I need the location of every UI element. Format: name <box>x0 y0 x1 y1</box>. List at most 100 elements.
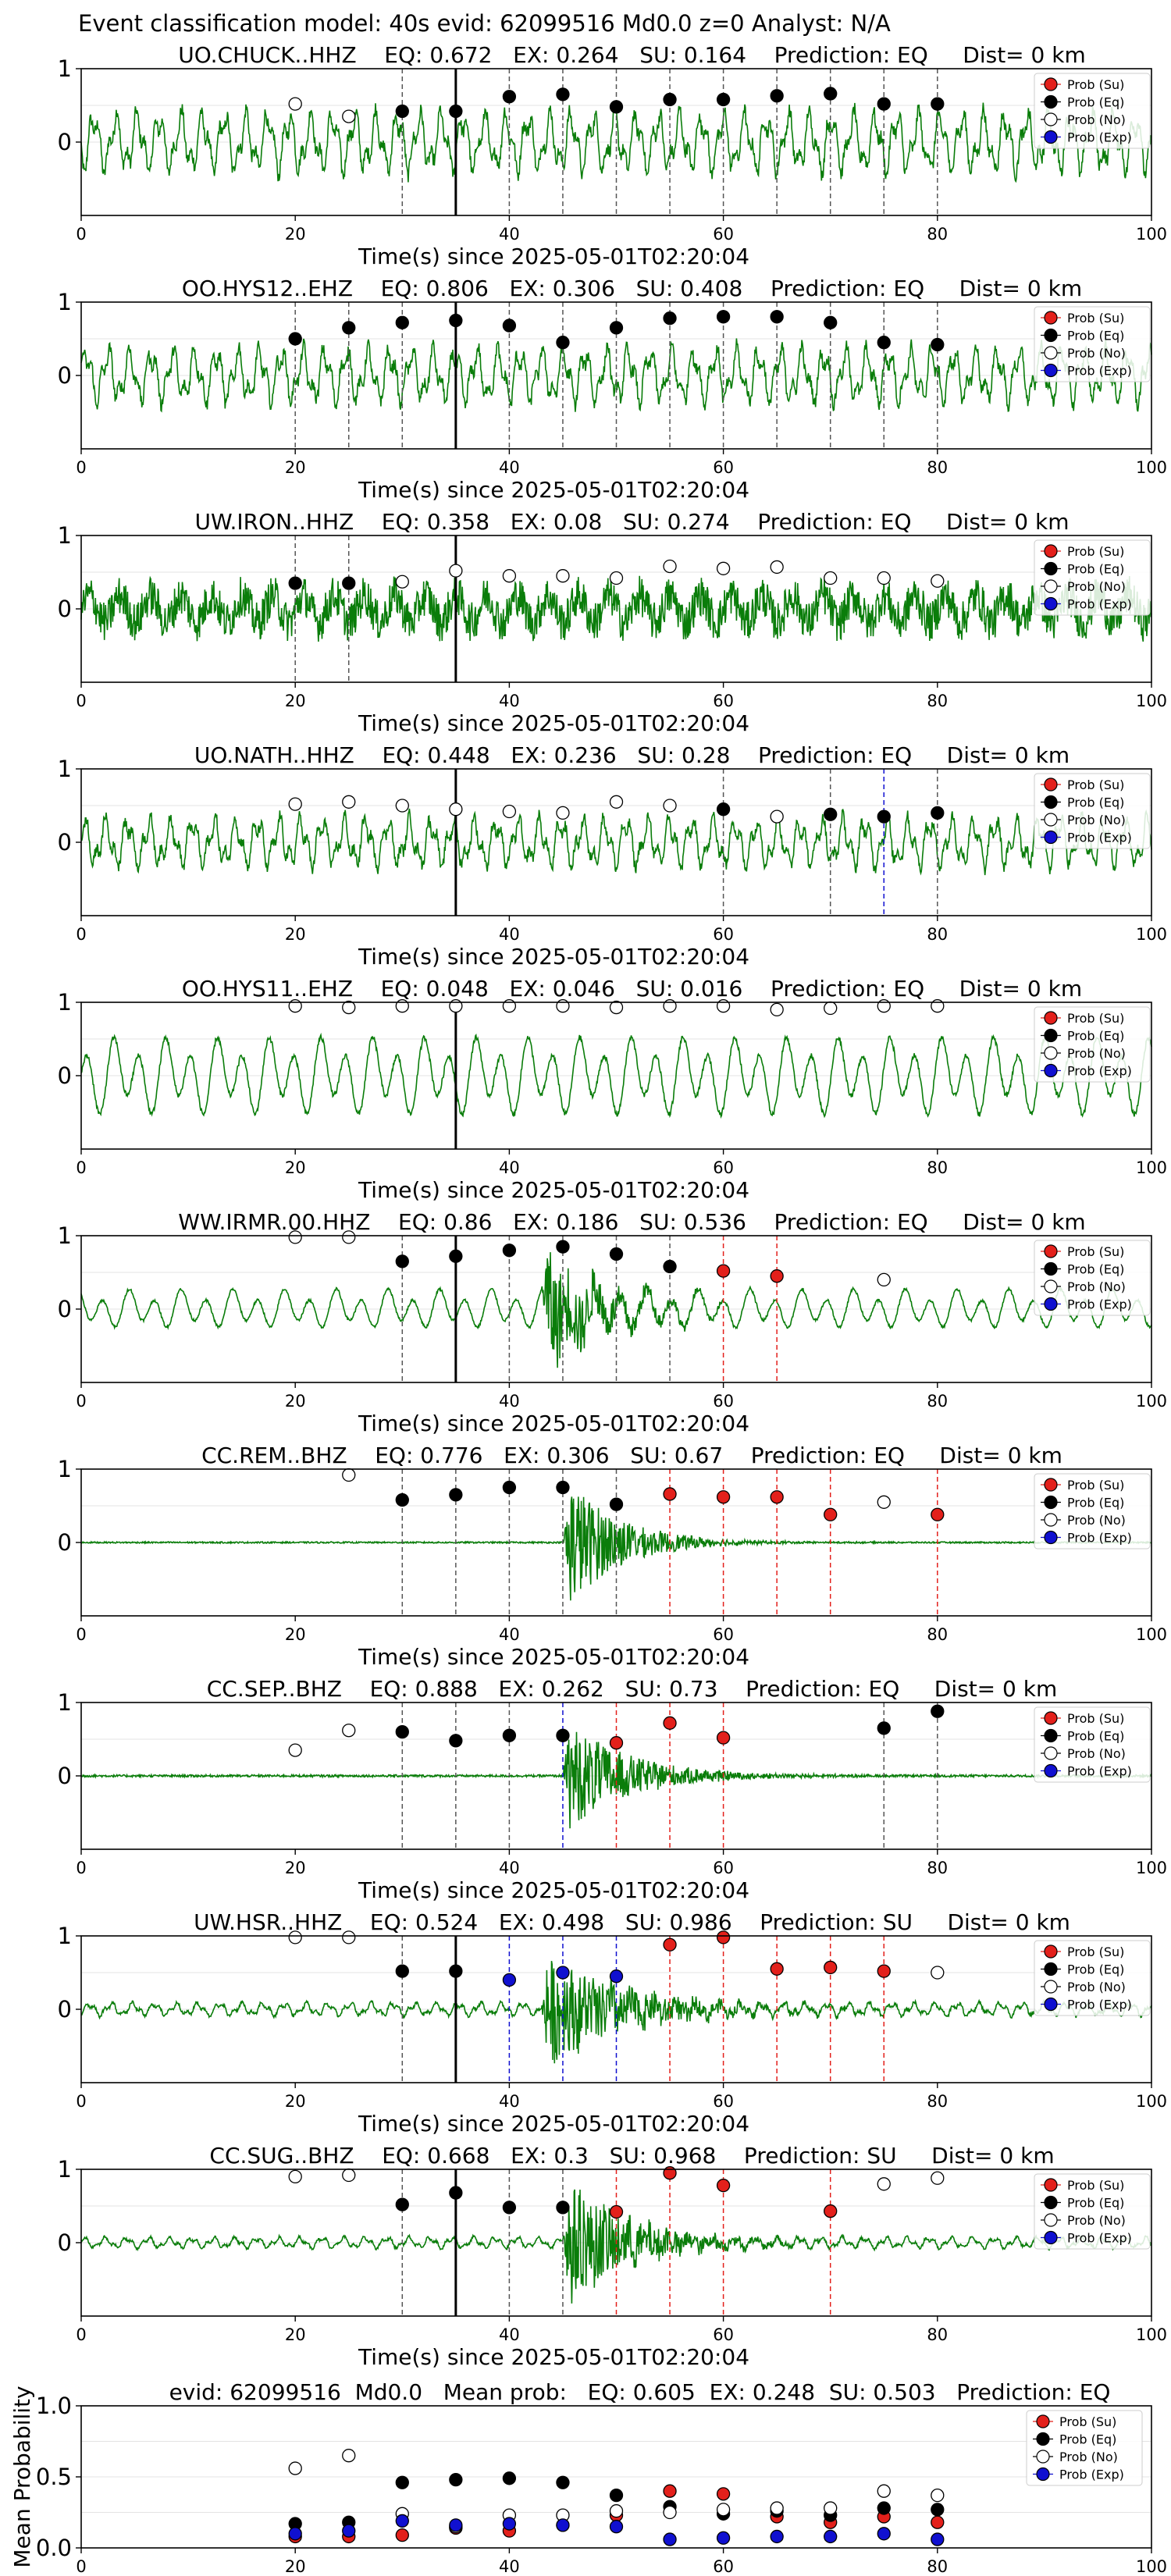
x-tick-label: 100 <box>1136 1158 1167 1177</box>
prob-point <box>502 1973 517 1987</box>
x-tick-label: 0 <box>76 1625 86 1644</box>
x-tick-label: 80 <box>927 1392 948 1411</box>
legend-label: Prob (Su) <box>1067 1011 1124 1026</box>
x-axis-label: Time(s) since 2025-05-01T02:20:04 <box>358 1877 749 1903</box>
legend-label: Prob (Eq) <box>1067 1962 1124 1977</box>
x-tick-label: 0 <box>76 2325 86 2344</box>
x-axis-label: Time(s) since 2025-05-01T02:20:04 <box>358 1411 749 1436</box>
x-tick-label: 80 <box>927 692 948 710</box>
legend-marker <box>1044 1046 1058 1060</box>
legend-marker <box>1044 328 1058 343</box>
prob-point <box>716 802 731 817</box>
mean-prob-point <box>395 2528 409 2542</box>
legend-label: Prob (Su) <box>1067 1711 1124 1726</box>
panel-title: evid: 62099516 Md0.0 Mean prob: EQ: 0.60… <box>169 2379 1111 2405</box>
series-exp <box>288 2514 945 2546</box>
x-tick-label: 40 <box>499 1859 520 1877</box>
prob-point <box>502 90 517 104</box>
y-axis-label: Mean Probability <box>9 2386 35 2567</box>
mean-prob-point <box>663 2532 677 2546</box>
y-tick-label: 0 <box>58 1996 72 2023</box>
prob-point <box>609 1736 624 1750</box>
legend-label: Prob (Exp) <box>1067 1531 1132 1546</box>
y-tick-label: 0.0 <box>36 2535 72 2561</box>
legend-marker <box>1044 777 1058 792</box>
prob-point <box>877 1495 891 1509</box>
panel-3: UW.IRON..HHZ EQ: 0.358 EX: 0.08 SU: 0.27… <box>58 509 1168 736</box>
prob-point <box>931 1966 945 1980</box>
prob-point <box>824 315 838 329</box>
legend-label: Prob (Exp) <box>1067 2231 1132 2246</box>
prob-point <box>342 795 356 809</box>
prob-point <box>288 999 302 1013</box>
prob-point <box>770 1269 784 1283</box>
legend-label: Prob (Eq) <box>1067 1729 1124 1744</box>
prob-point <box>502 1480 517 1495</box>
prob-point <box>663 799 677 813</box>
x-tick-label: 80 <box>927 1625 948 1644</box>
legend-marker <box>1044 2230 1058 2245</box>
prob-point <box>449 1488 463 1502</box>
mean-prob-point <box>288 2461 302 2475</box>
mean-prob-point <box>609 2520 624 2534</box>
mean-prob-point <box>449 2472 463 2487</box>
prob-point <box>663 2166 677 2180</box>
x-tick-label: 20 <box>285 225 306 244</box>
mean-prob-point <box>609 2504 624 2518</box>
prob-point <box>931 574 945 588</box>
legend-label: Prob (Exp) <box>1067 364 1132 379</box>
x-tick-label: 100 <box>1136 225 1167 244</box>
legend-marker <box>1044 1728 1058 1743</box>
x-axis-label: Time(s) since 2025-05-01T02:20:04 <box>358 944 749 970</box>
prob-point <box>342 1468 356 1482</box>
prob-point <box>770 1002 784 1017</box>
mean-prob-point <box>716 2503 731 2517</box>
prob-point <box>395 999 409 1013</box>
prob-point <box>609 321 624 335</box>
legend-label: Prob (Su) <box>1067 1944 1124 1959</box>
prob-point <box>824 1960 838 1975</box>
waveform-trace <box>80 1032 1152 1119</box>
prob-point <box>716 2179 731 2193</box>
prob-point <box>449 104 463 119</box>
prob-point <box>824 1001 838 1016</box>
mean-prob-point <box>395 2514 409 2528</box>
prob-point <box>288 1230 302 1244</box>
legend-marker <box>1044 1028 1058 1043</box>
legend-marker <box>1044 813 1058 827</box>
panel-8: CC.SEP..BHZ EQ: 0.888 EX: 0.262 SU: 0.73… <box>58 1676 1168 1903</box>
mean-prob-point <box>449 2518 463 2532</box>
legend: Prob (Su) Prob (Eq) Prob (No) Prob (Exp) <box>1034 1473 1151 1550</box>
legend: Prob (Su) Prob (Eq) Prob (No) Prob (Exp) <box>1034 73 1151 149</box>
prob-point <box>502 1728 517 1742</box>
legend-label: Prob (Exp) <box>1067 1297 1132 1312</box>
y-tick-label: 0 <box>58 829 72 856</box>
legend-label: Prob (No) <box>1067 2213 1126 2228</box>
prob-point <box>556 1480 570 1495</box>
prob-point <box>449 313 463 328</box>
y-tick-label: 1 <box>58 2156 72 2183</box>
mean-prob-point <box>609 2489 624 2503</box>
mean-prob-point <box>502 2517 517 2531</box>
prob-point <box>770 89 784 103</box>
x-axis-label: Time(s) since 2025-05-01T02:20:04 <box>358 1644 749 1670</box>
legend-frame <box>1034 2173 1151 2250</box>
legend: Prob (Su) Prob (Eq) Prob (No) Prob (Exp) <box>1034 1706 1151 1783</box>
legend-marker <box>1044 1513 1058 1527</box>
legend-marker <box>1044 1063 1058 1078</box>
prob-point <box>877 1721 891 1735</box>
legend-marker <box>1044 1478 1058 1492</box>
legend: Prob (Su) Prob (Eq) Prob (No) Prob (Exp) <box>1034 1940 1151 2016</box>
legend-marker <box>1044 1763 1058 1778</box>
x-tick-label: 100 <box>1136 1392 1167 1411</box>
prob-point <box>502 1244 517 1258</box>
prob-point <box>556 2201 570 2215</box>
prob-point <box>663 1259 677 1274</box>
panel-10: CC.SUG..BHZ EQ: 0.668 EX: 0.3 SU: 0.968 … <box>58 2143 1168 2370</box>
prob-point <box>502 2201 517 2215</box>
prob-point <box>770 310 784 324</box>
prob-point <box>877 809 891 824</box>
y-tick-label: 0 <box>58 129 72 155</box>
prob-point <box>931 2171 945 2185</box>
panel-1: UO.CHUCK..HHZ EQ: 0.672 EX: 0.264 SU: 0.… <box>58 42 1168 269</box>
